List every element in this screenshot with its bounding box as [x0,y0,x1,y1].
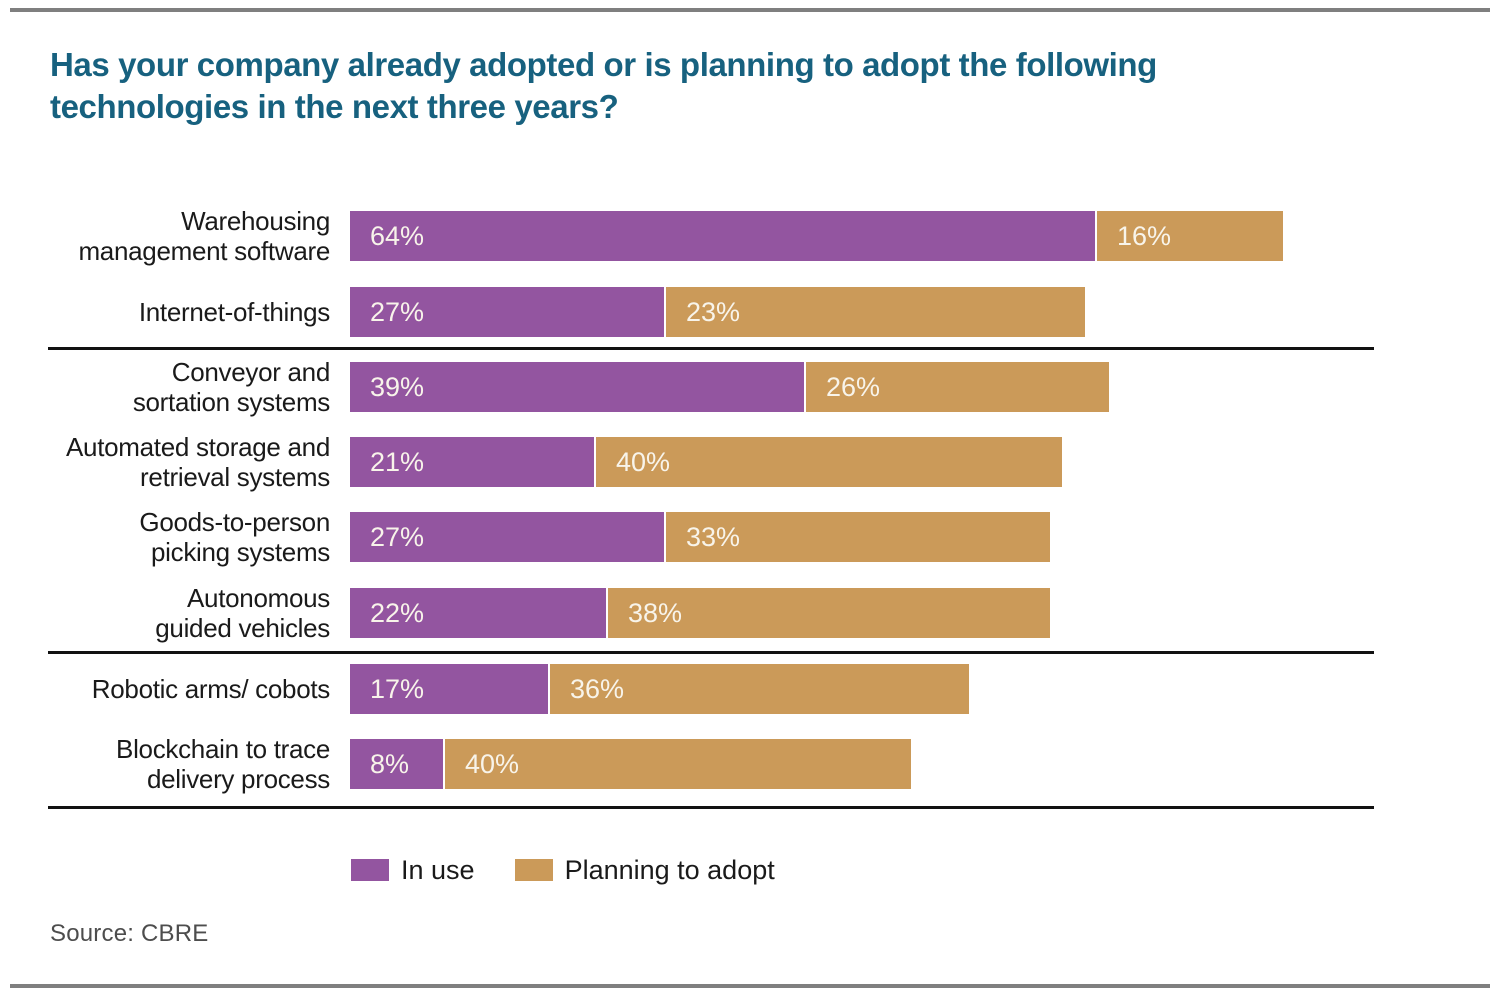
chart-row: Automated storage and retrieval systems 21… [0,432,1500,492]
top-rule [10,8,1490,12]
bar-value-label: 36% [570,673,625,704]
bar-value-label: 33% [686,521,741,552]
bar-segment-in-use: 27% [350,287,664,337]
group-divider-line [48,806,1374,809]
chart-title-line-2: technologies in the next three years? [50,88,619,125]
bar-value-label: 23% [686,296,741,327]
bar-group: 17% 36% [350,664,969,714]
legend-item: Planning to adopt [514,854,775,886]
chart-title-line-1: Has your company already adopted or is p… [50,46,1157,83]
category-label-line: Conveyor and [171,357,331,387]
category-label-line: sortation systems [132,387,330,417]
bar-group: 21% 40% [350,437,1062,487]
category-label-line: Robotic arms/ cobots [91,674,331,704]
category-label-line: Goods-to-person [139,507,330,537]
category-label-line: Warehousing [181,206,330,236]
category-label-line: Blockchain to trace [116,734,330,764]
bar-chart: Warehousing management software 64% 16% Inte… [0,206,1500,809]
bar-segment-in-use: 27% [350,512,664,562]
bar-segment-planning-to-adopt: 33% [666,512,1050,562]
bar-group: 27% 23% [350,287,1085,337]
bar-segment-planning-to-adopt: 38% [608,588,1050,638]
bar-group: 27% 33% [350,512,1050,562]
bar-value-label: 27% [370,296,425,327]
bar-segment-in-use: 22% [350,588,606,638]
category-label: Conveyor and sortation systems [40,357,330,417]
bar-value-label: 39% [370,371,425,402]
chart-row: Conveyor and sortation systems 39% 26% [0,357,1500,417]
category-label: Robotic arms/ cobots [40,664,331,714]
group-divider-line [48,651,1374,654]
category-label: Blockchain to trace delivery process [40,734,330,794]
legend-label: In use [401,854,475,885]
bar-value-label: 26% [826,371,881,402]
bar-group: 8% 40% [350,739,911,789]
bar-value-label: 27% [370,521,425,552]
category-label: Goods-to-person picking systems [40,507,330,567]
bar-value-label: 40% [465,748,520,779]
source-note: Source: CBRE [50,920,209,947]
bar-segment-in-use: 64% [350,211,1095,261]
category-label-line: management software [78,236,330,266]
category-label-line: retrieval systems [140,462,330,492]
category-label-line: Automated storage and [66,432,330,462]
bar-segment-planning-to-adopt: 40% [596,437,1062,487]
group-divider-line [48,347,1374,350]
chart-title: Has your company already adopted or is p… [50,44,1270,128]
category-label: Internet-of-things [40,287,330,337]
bar-segment-in-use: 21% [350,437,594,487]
category-label: Automated storage and retrieval systems [40,432,330,492]
legend-swatch-in-use [351,859,389,881]
bar-group: 39% 26% [350,362,1109,412]
chart-row: Internet-of-things 27% 23% [0,287,1500,337]
category-label-line: guided vehicles [155,613,330,643]
bar-segment-planning-to-adopt: 26% [806,362,1109,412]
chart-row: Blockchain to trace delivery process 8% 40% [0,734,1500,794]
bar-value-label: 16% [1117,220,1172,251]
bar-group: 22% 38% [350,588,1050,638]
bar-segment-planning-to-adopt: 36% [550,664,969,714]
bottom-rule [10,984,1490,988]
category-label: Autonomous guided vehicles [40,583,330,643]
bar-segment-in-use: 39% [350,362,804,412]
bar-value-label: 38% [628,597,683,628]
chart-row: Robotic arms/ cobots 17% 36% [0,664,1500,714]
bar-value-label: 8% [370,748,410,779]
bar-segment-planning-to-adopt: 40% [445,739,911,789]
chart-row: Autonomous guided vehicles 22% 38% [0,583,1500,643]
bar-value-label: 21% [370,446,425,477]
bar-segment-in-use: 17% [350,664,548,714]
bar-segment-planning-to-adopt: 16% [1097,211,1283,261]
chart-row: Warehousing management software 64% 16% [0,206,1500,266]
chart-row: Goods-to-person picking systems 27% 33% [0,507,1500,567]
bar-value-label: 22% [370,597,425,628]
legend-item: In use [351,855,475,886]
bar-value-label: 17% [370,673,425,704]
category-label-line: Internet-of-things [138,297,330,327]
bar-value-label: 40% [616,446,671,477]
category-label-line: delivery process [146,764,330,794]
category-label: Warehousing management software [40,206,330,266]
legend-label: Planning to adopt [564,854,775,885]
bar-group: 64% 16% [350,211,1283,261]
legend-swatch-planning [514,859,553,881]
bar-segment-planning-to-adopt: 23% [666,287,1085,337]
category-label-line: Autonomous [187,583,330,613]
bar-value-label: 64% [370,220,425,251]
bar-segment-in-use: 8% [350,739,443,789]
chart-legend: In use Planning to adopt [351,855,775,885]
category-label-line: picking systems [151,537,330,567]
